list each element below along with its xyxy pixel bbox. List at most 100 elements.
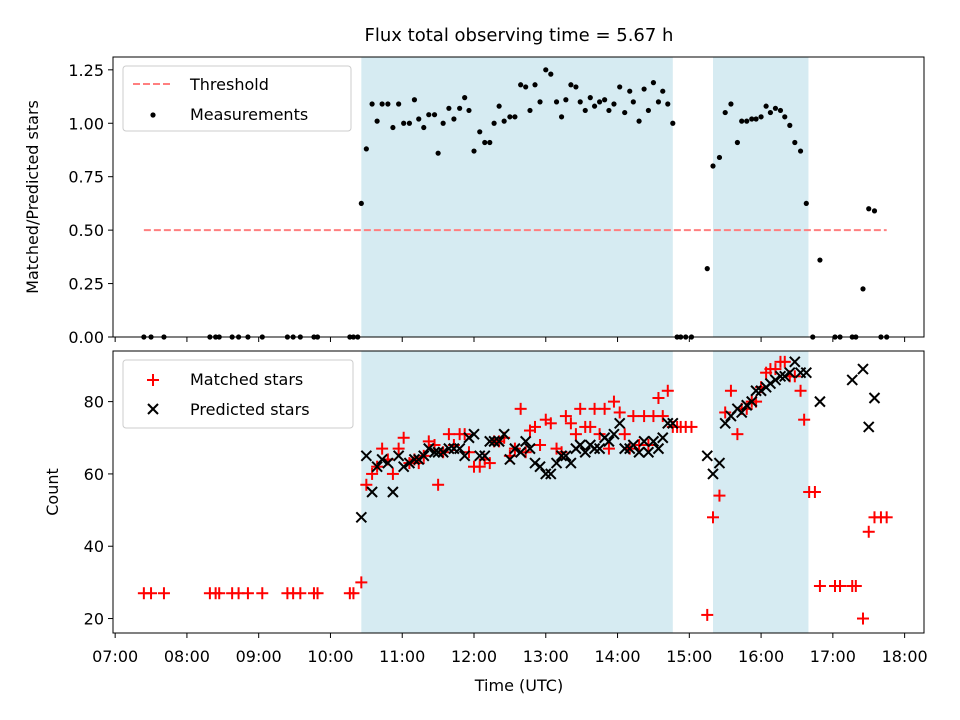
predicted-star-marker [428,446,441,458]
measurement-point [543,67,549,73]
matched-star-marker [849,580,862,592]
measurement-point [641,86,647,92]
measurement-point [396,101,402,107]
x-axis-label: Time (UTC) [474,676,563,695]
predicted-star-marker [382,457,394,469]
measurement-point [537,99,543,105]
matched-star-marker [769,363,782,376]
matched-stars-points [137,355,893,625]
measurement-point [582,107,588,114]
matched-star-marker [627,410,640,423]
predicted-star-marker [443,442,455,455]
measurement-point [379,101,385,107]
matched-star-marker [355,576,368,589]
measurement-point [660,88,666,94]
predicted-star-marker [366,486,378,498]
measurement-point [817,257,823,263]
predicted-star-marker [418,450,430,462]
predicted-star-marker [355,511,368,524]
matched-star-marker [157,587,170,600]
measurement-point [866,206,872,212]
predicted-star-marker [534,460,546,473]
matched-star-marker [834,580,847,592]
predicted-star-marker [857,363,869,375]
predicted-star-marker [550,457,563,469]
predicted-star-marker [608,428,620,440]
predicted-star-marker [432,446,444,458]
matched-star-marker [366,467,379,480]
measurement-point [622,109,628,116]
measurement-point [462,95,468,101]
measurement-point [777,107,784,114]
measurement-point [665,101,671,107]
measurement-point [477,129,483,135]
x-tick-label: 18:00 [882,647,928,666]
predicted-star-marker [667,417,679,430]
measurement-point [440,120,446,126]
predicted-star-marker [423,442,435,455]
legend-predicted-label: Predicted stars [190,400,310,419]
measurement-point [704,266,710,272]
predicted-star-marker [701,450,713,462]
matched-star-marker [724,384,737,397]
measurement-point [435,150,441,156]
predicted-star-marker [555,450,568,462]
measurement-point [426,112,432,118]
top-panel: 0.00 0.25 0.50 0.75 1.00 1.25 Matched/Predict… [23,56,925,347]
measurement-point [482,139,488,146]
predicted-star-marker [638,435,650,448]
matched-star-marker [602,442,615,455]
measurement-point [466,107,472,114]
measurement-point [617,84,623,90]
measurement-point [630,99,636,105]
measurement-point [772,105,779,111]
matched-star-marker [376,442,389,455]
top-axes-frame [112,56,925,338]
measurement-point [457,105,463,111]
measurement-point [597,99,603,105]
matched-star-marker [607,395,620,408]
predicted-star-marker [652,442,665,455]
y-tick-label: 0.75 [68,168,104,187]
measurement-point [471,148,477,154]
predicted-star-marker [627,439,640,451]
measurement-point [568,82,574,88]
legend-measurements-label: Measurements [190,105,308,124]
measurement-point [803,200,809,207]
predicted-star-marker [360,450,373,462]
measurement-point [411,97,418,103]
predicted-star-marker [774,370,787,383]
shaded-interval-1 [361,57,673,337]
measurement-point [591,103,598,109]
measurement-point [431,112,438,118]
x-tick-label: 07:00 [92,647,138,666]
matched-star-marker [613,406,626,419]
top-legend: Threshold Measurements [122,65,352,132]
x-tick-label: 16:00 [738,647,784,666]
measurement-point [792,139,798,146]
predicted-star-marker [633,446,645,458]
matched-star-marker [798,413,811,426]
measurement-point [527,107,533,114]
matched-star-marker [392,442,405,455]
predicted-star-marker [376,453,388,466]
bottom-y-ticks: 20 40 60 80 [84,393,113,629]
measurement-point [611,101,617,107]
matched-star-marker [588,402,601,415]
measurement-point [577,99,583,105]
matched-star-marker [534,439,547,451]
predicted-star-marker [371,460,383,473]
measurement-point [871,208,878,214]
measurement-point [787,122,793,128]
bottom-x-ticks: 07:00 08:00 09:00 10:00 11:00 12:00 13:00 14:00… [92,633,928,666]
predicted-star-marker [789,356,801,368]
predicted-star-marker [545,468,557,480]
y-tick-label: 20 [84,610,104,629]
x-tick-label: 15:00 [666,647,712,666]
predicted-star-marker [647,435,660,448]
matched-star-marker [442,428,455,441]
measurement-point [587,95,593,101]
y-tick-label: 0.00 [68,328,104,347]
predicted-star-marker [800,366,813,379]
matched-star-marker [559,410,572,423]
